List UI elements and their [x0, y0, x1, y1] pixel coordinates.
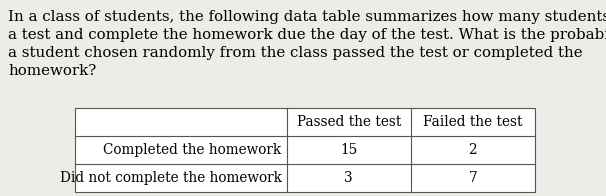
- Text: Failed the test: Failed the test: [423, 115, 522, 129]
- Text: Passed the test: Passed the test: [296, 115, 401, 129]
- Text: 2: 2: [468, 143, 477, 157]
- Text: 15: 15: [340, 143, 358, 157]
- Text: homework?: homework?: [8, 64, 96, 78]
- Text: In a class of students, the following data table summarizes how many students pa: In a class of students, the following da…: [8, 10, 606, 24]
- Text: a test and complete the homework due the day of the test. What is the probabilit: a test and complete the homework due the…: [8, 28, 606, 42]
- Text: Did not complete the homework: Did not complete the homework: [59, 171, 282, 185]
- Text: a student chosen randomly from the class passed the test or completed the: a student chosen randomly from the class…: [8, 46, 582, 60]
- Bar: [75, 108, 535, 192]
- Text: 3: 3: [344, 171, 353, 185]
- Text: 7: 7: [468, 171, 477, 185]
- Text: Completed the homework: Completed the homework: [104, 143, 282, 157]
